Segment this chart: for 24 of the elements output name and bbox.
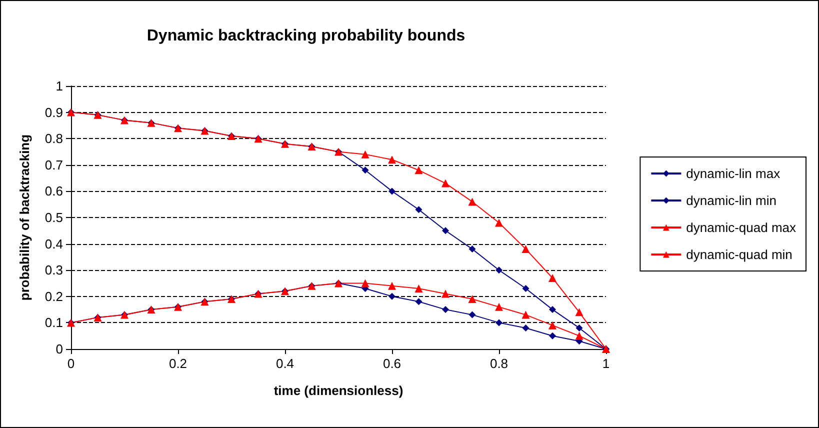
y-tick-label: 0.5 <box>44 210 63 225</box>
x-tick-label: 0.4 <box>276 356 294 371</box>
y-tick-label: 0.8 <box>44 131 63 146</box>
x-tick-label: 0.8 <box>490 356 508 371</box>
legend-label: dynamic-lin min <box>686 193 776 208</box>
y-tick-label: 0.3 <box>44 262 63 278</box>
y-tick-label: 0.1 <box>44 315 63 330</box>
y-tick-label: 0.6 <box>44 184 63 199</box>
x-tick-label: 0 <box>67 356 75 371</box>
x-tick-label: 0.2 <box>168 356 188 371</box>
y-tick-label: 1 <box>56 78 63 94</box>
x-tick-label: 1 <box>602 356 610 371</box>
y-tick-label: 0.2 <box>44 288 63 304</box>
y-tick-label: 0.9 <box>44 104 63 120</box>
legend-label: dynamic-quad max <box>686 220 796 235</box>
legend-label: dynamic-quad min <box>686 247 792 262</box>
legend-label: dynamic-lin max <box>686 166 781 181</box>
chart-title: Dynamic backtracking probability bounds <box>146 28 466 44</box>
x-tick-label: 0.6 <box>382 356 402 371</box>
x-axis-title: time (dimensionless) <box>274 383 404 398</box>
y-tick-label: 0 <box>56 342 63 356</box>
y-tick-label: 0.4 <box>44 236 63 252</box>
y-axis-title: probability of backtracking <box>17 134 32 301</box>
y-tick-label: 0.7 <box>44 157 63 172</box>
